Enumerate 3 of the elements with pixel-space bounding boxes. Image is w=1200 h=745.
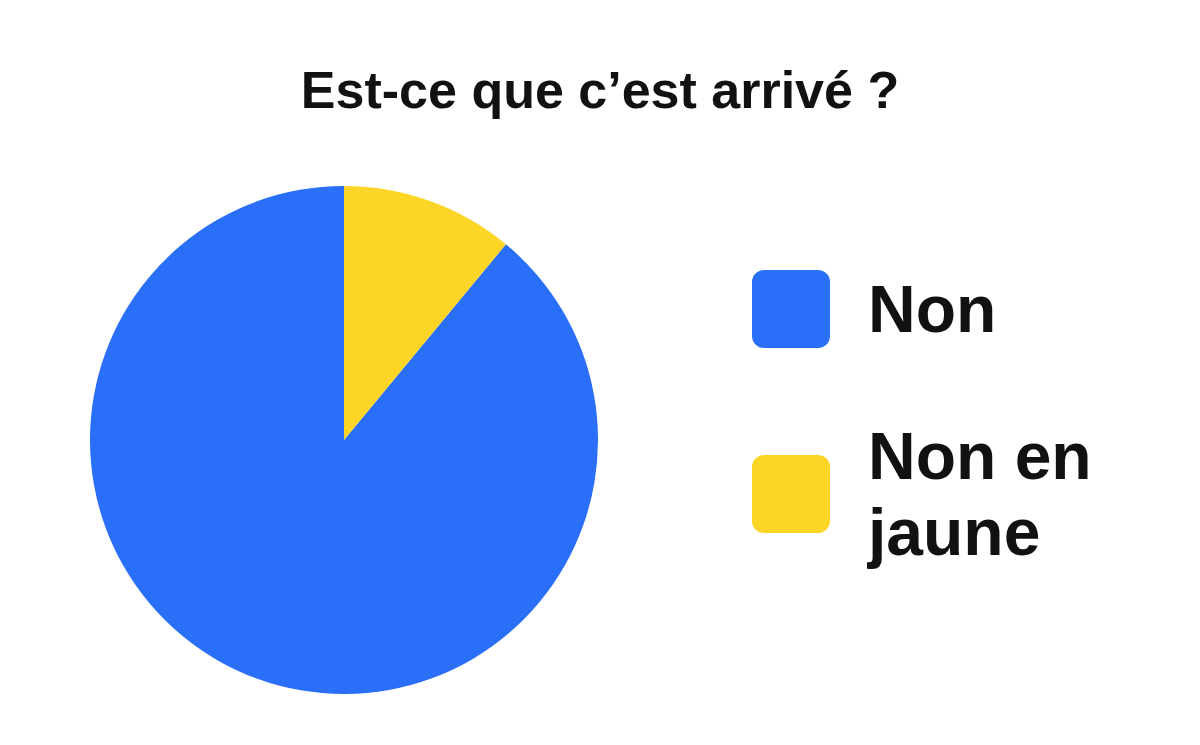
legend-label: Non en jaune [868,418,1093,570]
legend-label: Non [868,271,998,347]
chart-title: Est-ce que c’est arrivé ? [299,60,901,120]
